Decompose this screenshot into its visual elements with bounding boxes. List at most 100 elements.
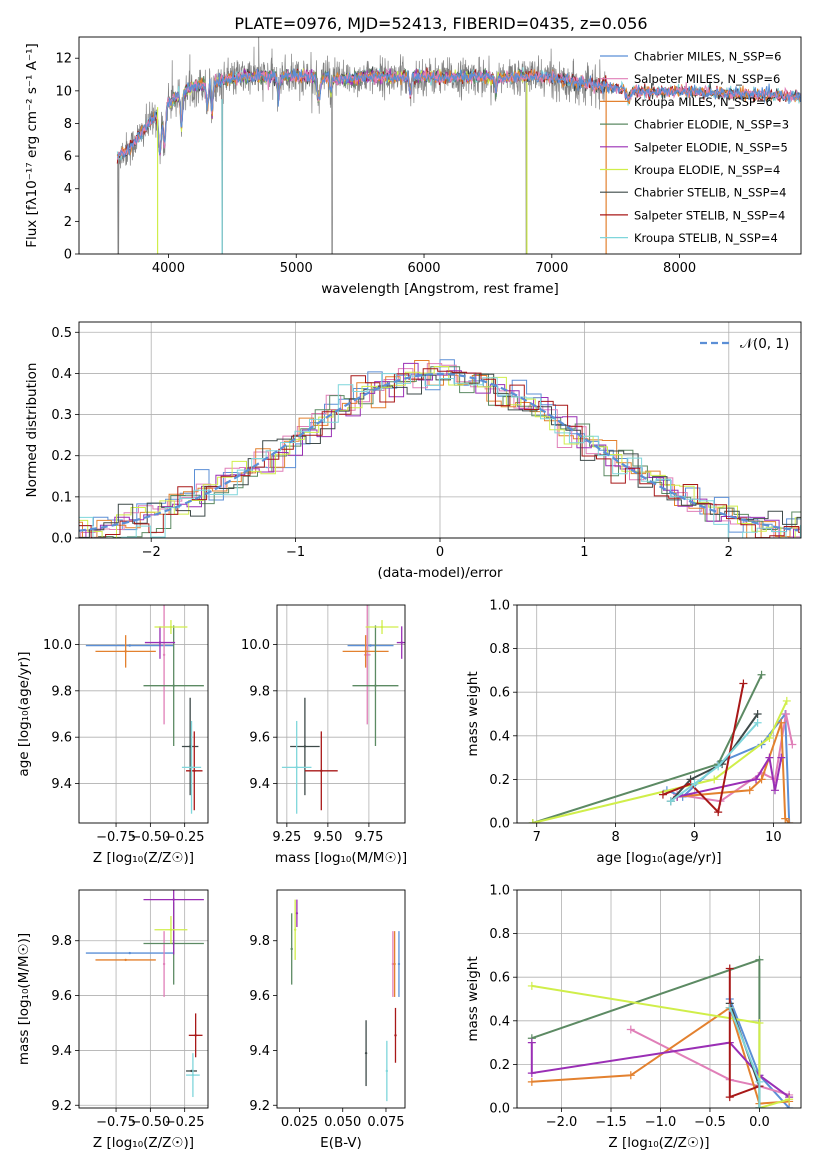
y-tick-label: 9.2 (51, 1099, 72, 1114)
y-axis-label: age [log₁₀(age/yr)] (16, 651, 32, 776)
y-tick-label: 1.0 (489, 884, 510, 899)
errorbar-point (342, 635, 389, 668)
y-axis-label: Normed distribution (24, 363, 40, 498)
y-tick-label: 0.0 (489, 1102, 510, 1117)
x-tick-label: −0.25 (165, 1115, 205, 1130)
y-tick-label: 0.2 (51, 449, 72, 464)
y-tick-label: 0.4 (489, 729, 510, 744)
x-tick-label: 7000 (535, 261, 568, 276)
plus-marker (745, 786, 754, 795)
x-tick-label: 0.0 (749, 1115, 770, 1130)
x-tick-label: −0.50 (130, 1115, 170, 1130)
plus-marker (714, 762, 723, 771)
point-marker (128, 951, 131, 955)
point-marker (364, 1051, 368, 1055)
y-tick-label: 6 (64, 150, 72, 165)
y-tick-label: 10 (55, 84, 72, 99)
clipped-marks (85, 890, 204, 1098)
errorbar-point (290, 697, 320, 796)
y-tick-label: 0.4 (51, 367, 72, 382)
errorbar-point (181, 720, 202, 814)
legend-entry: Kroupa ELODIE, N_SSP=4 (634, 163, 780, 177)
x-tick-label: 1 (580, 545, 588, 560)
spectrum-data-line (116, 37, 606, 254)
point-marker (374, 684, 377, 687)
plot-area (79, 605, 208, 823)
plus-marker (752, 775, 761, 784)
x-tick-label: 2 (725, 545, 733, 560)
mass-vs-ebv-panel: 0.025 0.050 0.075 9.2 9.4 9.6 9.8 E(B-V) (249, 889, 406, 1151)
x-axis-label: Z [log₁₀(Z/Z☉)] (93, 850, 194, 866)
point-marker (172, 898, 175, 901)
clipped-marks (528, 670, 797, 823)
axes-frame (276, 604, 406, 824)
x-tick-label: 0.075 (367, 1115, 404, 1130)
y-tick-label: 0.0 (489, 817, 510, 832)
errorbar-point (304, 731, 338, 811)
figure-title: PLATE=0976, MJD=52413, FIBERID=0435, z=0… (234, 14, 647, 33)
axes-frame (78, 889, 209, 1109)
point-marker (190, 766, 193, 769)
y-tick-label: 0.0 (51, 532, 72, 547)
point-marker (172, 684, 175, 687)
plus-marker (755, 1018, 764, 1027)
y-tick-label: 8 (64, 117, 72, 132)
legend: Chabrier MILES, N_SSP=6 Salpeter MILES, N… (600, 50, 789, 245)
point-marker (293, 928, 297, 931)
errorbar-point (186, 1069, 198, 1073)
residual-histogram-step (79, 373, 801, 538)
y-tick-label: 9.4 (249, 1044, 270, 1059)
mass-weight-vs-metallicity-panel: −2.0 −1.5 −1.0 −0.5 0.0 0.0 0.2 0.4 0.6 0.8 1.0 Z [… (465, 884, 802, 1151)
plus-marker (753, 710, 762, 718)
plus-marker (777, 718, 786, 727)
plus-marker (788, 740, 797, 749)
x-axis-label: E(B-V) (320, 1135, 362, 1151)
plus-marker (757, 670, 766, 679)
y-tick-label: 9.2 (249, 1099, 270, 1114)
point-marker (194, 1034, 197, 1037)
y-tick-label: 0.1 (51, 490, 72, 505)
spectrum-panel: 4000 5000 6000 7000 8000 0 2 4 6 8 10 12 wavelength … (24, 36, 802, 297)
plus-marker (765, 733, 774, 742)
errorbar-point (385, 1040, 389, 1102)
point-marker (128, 644, 131, 647)
x-tick-label: −1 (286, 545, 305, 560)
x-tick-label: 6000 (407, 261, 440, 276)
point-marker (191, 1073, 195, 1077)
point-marker (400, 641, 403, 644)
y-tick-label: 0 (64, 248, 72, 263)
y-axis-label: mass [log₁₀(M/M☉)] (16, 933, 32, 1065)
legend-entry: Salpeter MILES, N_SSP=6 (634, 72, 780, 86)
plus-marker (527, 981, 536, 990)
x-tick-label: 9.25 (272, 830, 301, 845)
x-axis-label: mass [log₁₀(M/M☉)] (275, 850, 407, 866)
errorbar-point (186, 1053, 200, 1098)
errorbar-point (154, 620, 188, 634)
mass-weight-line (531, 958, 761, 1108)
x-tick-label: −0.5 (694, 1115, 726, 1130)
y-tick-label: 9.6 (51, 989, 72, 1004)
plus-marker (725, 1003, 734, 1012)
residual-histogram-step (79, 363, 801, 538)
y-tick-label: 9.8 (249, 934, 270, 949)
plus-marker (739, 679, 748, 688)
plus-marker (765, 753, 774, 762)
errorbar-point (281, 720, 312, 814)
mass-weight-line (532, 674, 763, 823)
x-tick-label: 9 (690, 830, 698, 845)
mass-weight-line (630, 1028, 790, 1096)
residual-histogram-step (79, 368, 801, 538)
x-axis-label: wavelength [Angstrom, rest frame] (321, 281, 559, 297)
y-tick-label: 2 (64, 215, 72, 230)
plus-marker (527, 1038, 536, 1047)
axes-frame (516, 889, 802, 1109)
y-tick-label: 9.4 (249, 777, 270, 792)
plus-marker (755, 1077, 764, 1086)
x-tick-label: 4000 (152, 261, 185, 276)
plus-marker (690, 779, 699, 788)
age-vs-metallicity-panel: −0.75−0.50−0.25 9.4 9.6 9.8 10.0 Z [log₁₀(Z/Z… (16, 604, 209, 866)
clipped-marks (79, 359, 801, 538)
plus-marker (782, 710, 791, 718)
mass-vs-metallicity-panel: −0.75−0.50−0.25 9.2 9.4 9.6 9.8 Z [log₁₀(Z/Z☉… (16, 889, 209, 1151)
